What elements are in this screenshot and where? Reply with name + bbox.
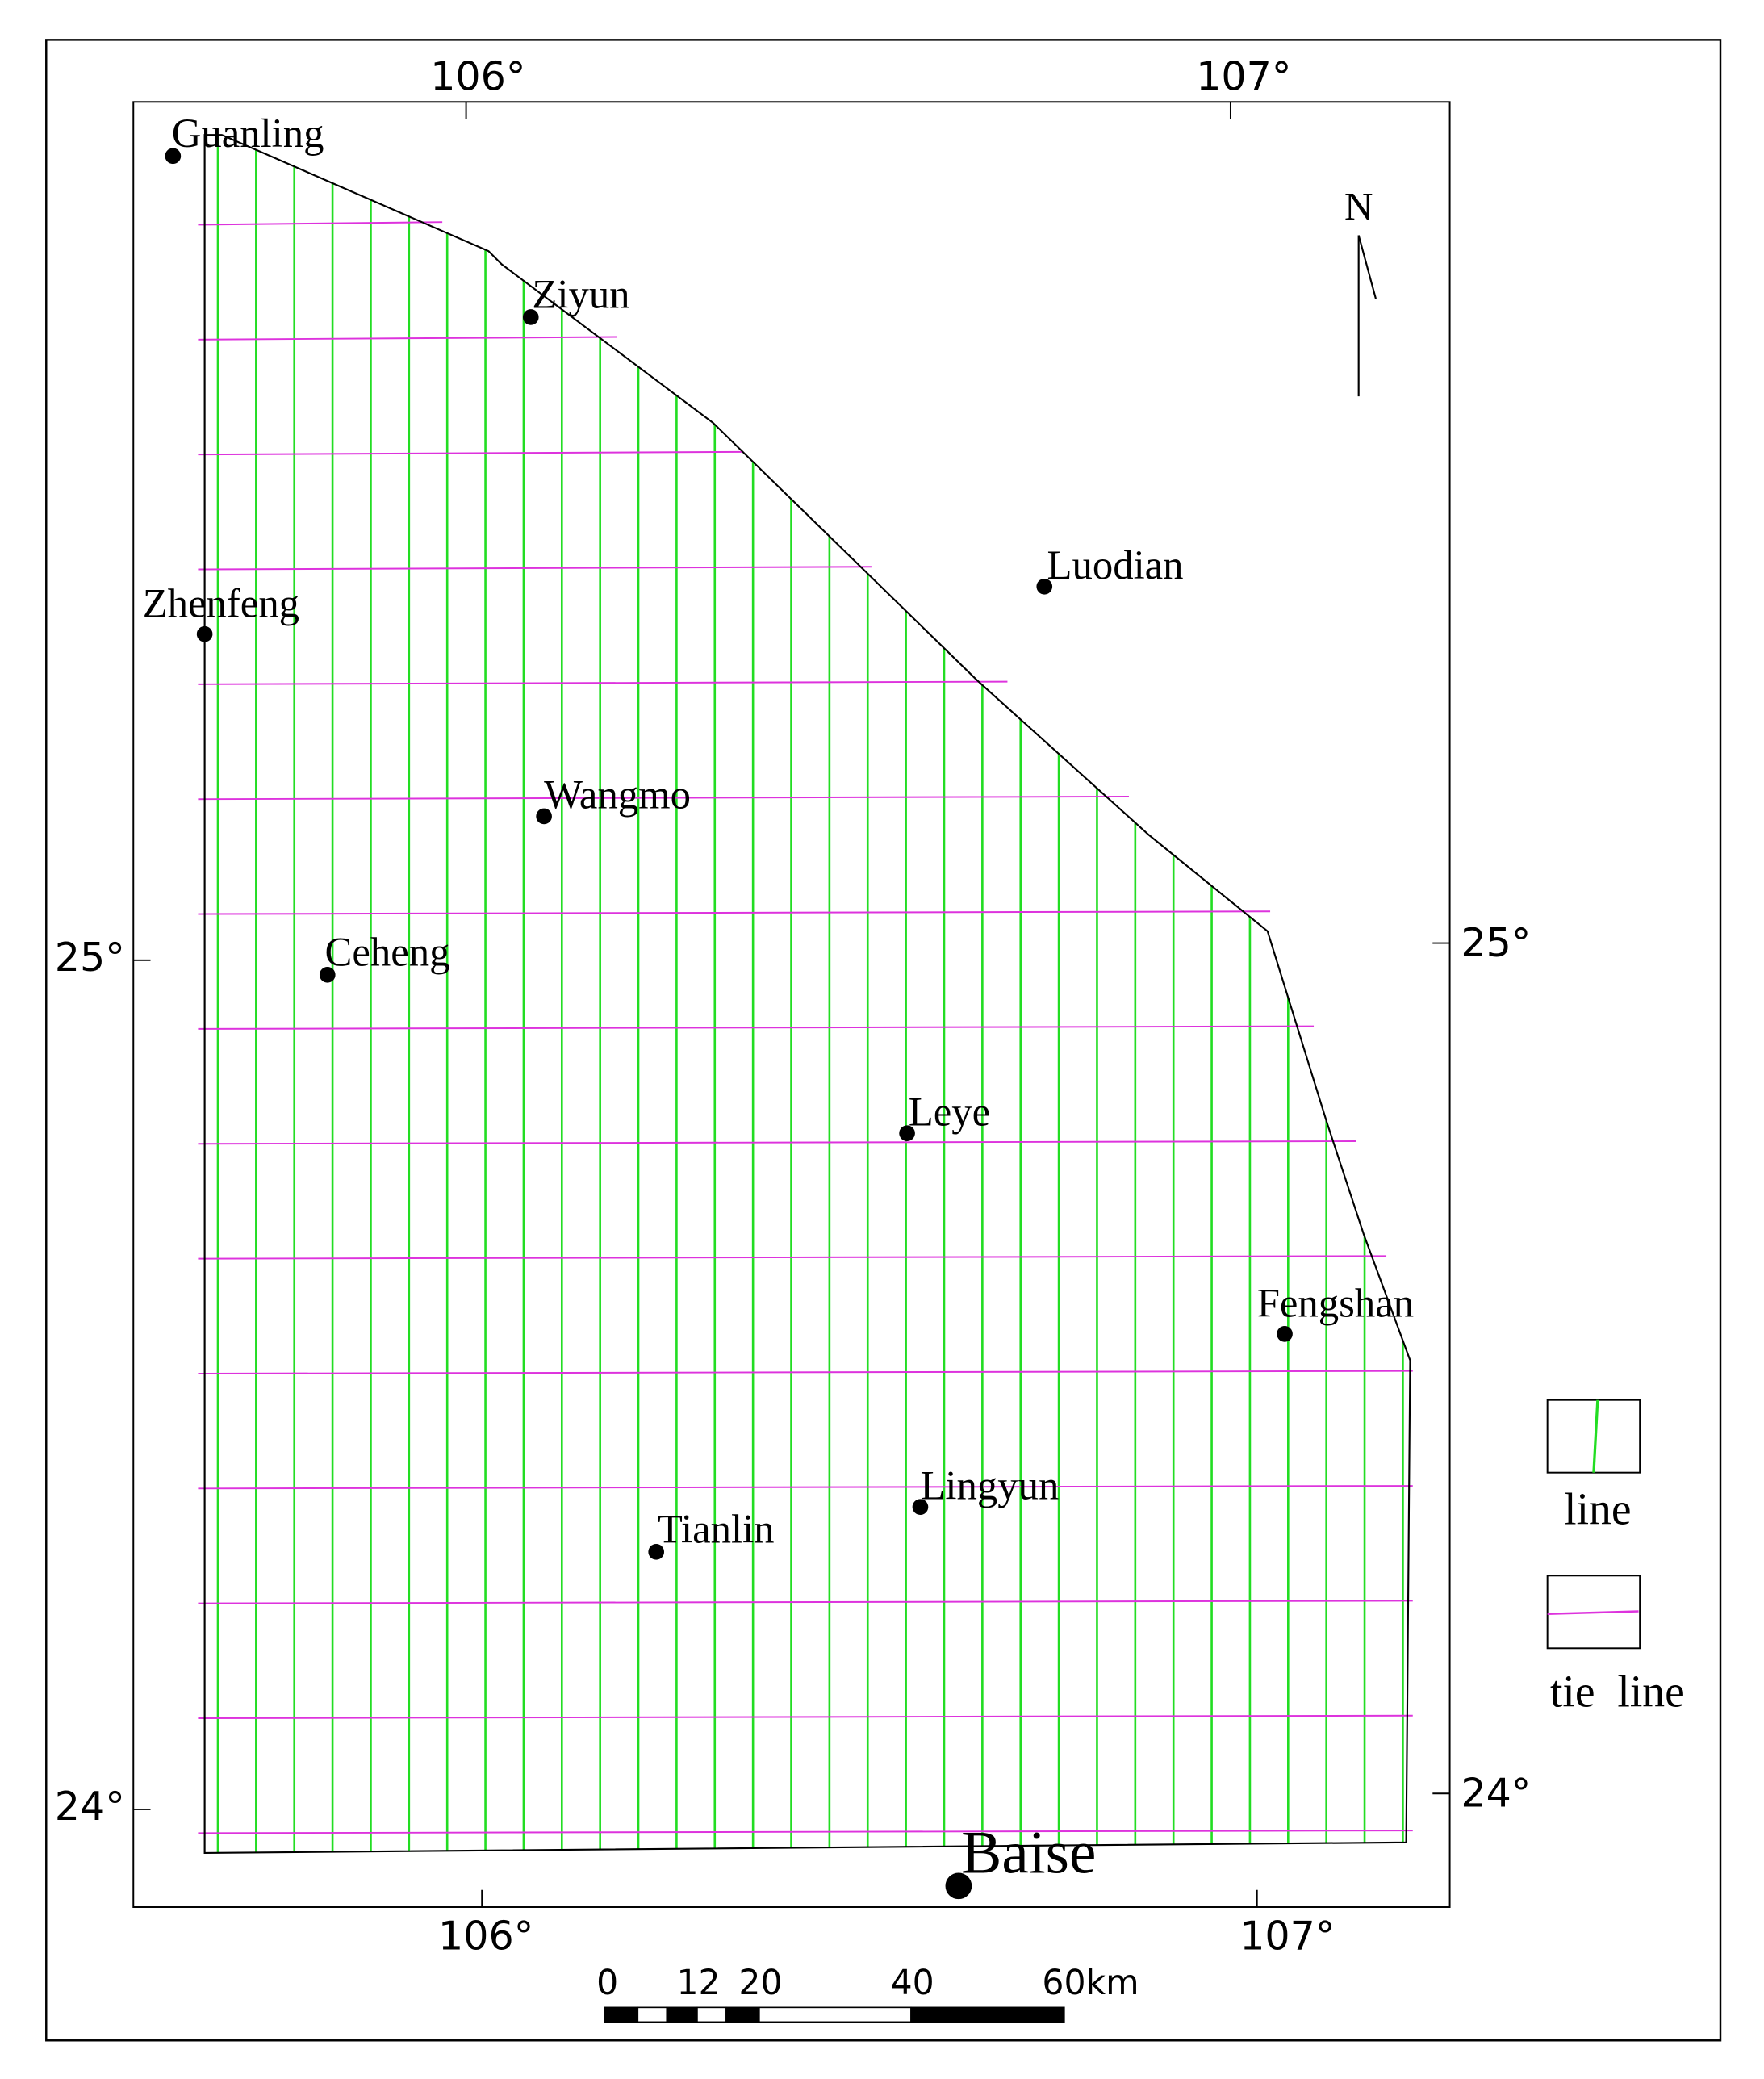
legend-box: [1546, 1575, 1641, 1650]
city-label: Luodian: [1047, 542, 1184, 588]
map-frame: [132, 101, 1451, 1908]
city-dot: [899, 1125, 915, 1141]
scale-label: 0: [596, 1964, 618, 2003]
scale-segment: [637, 2006, 668, 2023]
legend-tie-line-sample: [1547, 1610, 1639, 1615]
tie-line: [198, 1714, 1413, 1720]
tie-line: [198, 221, 443, 226]
north-arrow: [1357, 235, 1377, 397]
city-label: Wangmo: [544, 772, 691, 818]
degree-ticks: [133, 102, 1450, 1908]
tie-line: [198, 450, 744, 456]
tie-line: [198, 336, 617, 341]
scale-segment: [725, 2006, 760, 2023]
legend-label: line: [1564, 1484, 1631, 1534]
city-dot: [1036, 578, 1053, 595]
tie-line: [198, 1600, 1413, 1604]
city-dot: [522, 309, 539, 325]
degree-label: 107°: [1196, 53, 1291, 100]
legend-line-sample: [1592, 1399, 1599, 1473]
degree-label: 24°: [1461, 1770, 1531, 1817]
tie-line: [198, 566, 872, 571]
scale-bar: [604, 2006, 1065, 2023]
scale-segment: [604, 2006, 639, 2023]
city-dot: [912, 1499, 929, 1516]
city-dot: [536, 808, 552, 825]
scale-segment: [910, 2006, 1065, 2023]
tie-line: [198, 680, 1008, 685]
city-dot: [165, 148, 182, 165]
scale-segment: [666, 2006, 698, 2023]
degree-label: 25°: [55, 934, 125, 981]
city-dot: [319, 967, 336, 983]
tie-line: [198, 1485, 1413, 1490]
scale-label: 12: [677, 1964, 721, 2003]
outer-border: [45, 39, 1722, 2042]
city-label: Ziyun: [532, 272, 629, 317]
tie-line: [198, 1255, 1387, 1260]
scale-label: 60km: [1042, 1964, 1139, 2003]
city-dot: [648, 1544, 665, 1560]
tie-line: [198, 795, 1129, 801]
city-label: Fengshan: [1257, 1281, 1414, 1326]
degree-label: 24°: [55, 1783, 125, 1830]
degree-label: 25°: [1461, 919, 1531, 966]
city-label: Baise: [961, 1819, 1096, 1886]
tie-line: [198, 1025, 1315, 1030]
city-dot: [1277, 1326, 1293, 1342]
arrow-head: [1357, 235, 1377, 299]
scale-segment: [696, 2006, 727, 2023]
north-label: N: [1344, 184, 1373, 228]
tie-line: [198, 1370, 1413, 1374]
city-dot: [945, 1872, 972, 1900]
tie-line: [198, 1830, 1413, 1834]
legend-label: tie line: [1550, 1667, 1685, 1717]
degree-label: 106°: [438, 1912, 533, 1959]
tie-line: [198, 1140, 1356, 1145]
cities: Guanling Ziyun Luodian Zhenfeng Wangmo C…: [143, 111, 1414, 1900]
scale-label: 20: [738, 1964, 782, 2003]
degree-label: 106°: [430, 53, 525, 100]
scale-label: 40: [891, 1964, 934, 2003]
survey-lines: [198, 135, 1413, 1853]
city-label: Leye: [909, 1089, 990, 1134]
city-label: Ceheng: [325, 929, 450, 974]
degree-label: 107°: [1239, 1912, 1335, 1959]
city-label: Guanling: [172, 111, 324, 156]
city-dot: [196, 625, 213, 642]
city-label: Zhenfeng: [143, 580, 299, 625]
city-label: Tianlin: [658, 1506, 775, 1551]
scale-segment: [759, 2006, 912, 2023]
city-label: Lingyun: [920, 1462, 1059, 1508]
tie-line: [198, 910, 1271, 915]
survey-area: [203, 134, 1411, 1854]
